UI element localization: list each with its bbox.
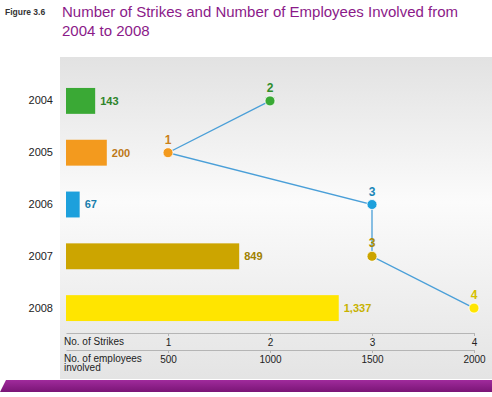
tick-label: 2	[268, 337, 274, 348]
marker	[265, 96, 275, 106]
data-label: 1	[165, 133, 172, 147]
tick: 2007	[29, 250, 57, 262]
bar	[66, 243, 239, 269]
marker	[367, 200, 377, 210]
data-label: 67	[85, 198, 97, 210]
tick-mark	[474, 350, 475, 353]
data-label: 1,337	[344, 302, 372, 314]
tick-label: 2004	[29, 94, 53, 106]
line	[168, 101, 474, 308]
title: Number of Strikes and Number of Employee…	[62, 3, 458, 39]
data-label: 3	[369, 236, 376, 250]
tick-label: 1000	[259, 354, 282, 365]
tick-mark	[372, 333, 373, 336]
tick-label: 1	[166, 337, 172, 348]
category-axis: 2004 2005 2006 2007 2008	[29, 94, 57, 313]
tick-mark	[372, 350, 373, 353]
data-label: 4	[471, 288, 478, 302]
tick: 3	[370, 333, 376, 348]
data-labels: 143 200 67 849 1,337 2 1 3 3 4	[85, 81, 478, 314]
tick-label: 1500	[361, 354, 384, 365]
data-label: 200	[112, 147, 130, 159]
tick-mark	[474, 333, 475, 336]
tick: 2008	[29, 302, 57, 314]
data-label: 3	[369, 185, 376, 199]
bar	[66, 140, 107, 166]
figure-label: Figure 3.6	[5, 7, 45, 17]
bar	[66, 88, 95, 114]
data-label: 2	[267, 81, 274, 95]
axis-title: No. of Strikes	[64, 336, 124, 347]
tick-label: 2000	[463, 354, 486, 365]
tick: 2000	[463, 350, 486, 365]
tick-mark	[270, 333, 271, 336]
tick-mark	[270, 350, 271, 353]
tick: 2006	[29, 198, 57, 210]
tick: 500	[160, 350, 177, 365]
bar	[66, 295, 339, 321]
footer-band	[0, 380, 492, 392]
marker	[367, 251, 377, 261]
tick-label: 2007	[29, 250, 53, 262]
axis-title: No. of employeesinvolved	[64, 353, 142, 373]
tick: 1500	[361, 350, 384, 365]
tick: 1	[166, 333, 172, 348]
chart: Figure 3.6 Number of Strikes and Number o…	[0, 0, 492, 397]
tick: 1000	[259, 350, 282, 365]
marks	[66, 88, 479, 321]
data-label: 849	[244, 250, 262, 262]
tick-label: 2005	[29, 146, 53, 158]
marker	[163, 148, 173, 158]
tick-label: 3	[370, 337, 376, 348]
tick-mark	[168, 350, 169, 353]
tick-label: 2008	[29, 302, 53, 314]
bar	[66, 192, 80, 218]
tick: 2005	[29, 146, 57, 158]
tick-mark	[168, 333, 169, 336]
tick-label: 4	[472, 337, 478, 348]
data-label: 143	[100, 95, 118, 107]
value-axis: 1 2 3 4	[67, 333, 478, 348]
tick: 2004	[29, 94, 57, 106]
tick: 2	[268, 333, 274, 348]
tick-label: 2006	[29, 198, 53, 210]
panel	[60, 57, 492, 379]
tick-label: 500	[160, 354, 177, 365]
marker	[469, 303, 479, 313]
tick: 4	[472, 333, 478, 348]
